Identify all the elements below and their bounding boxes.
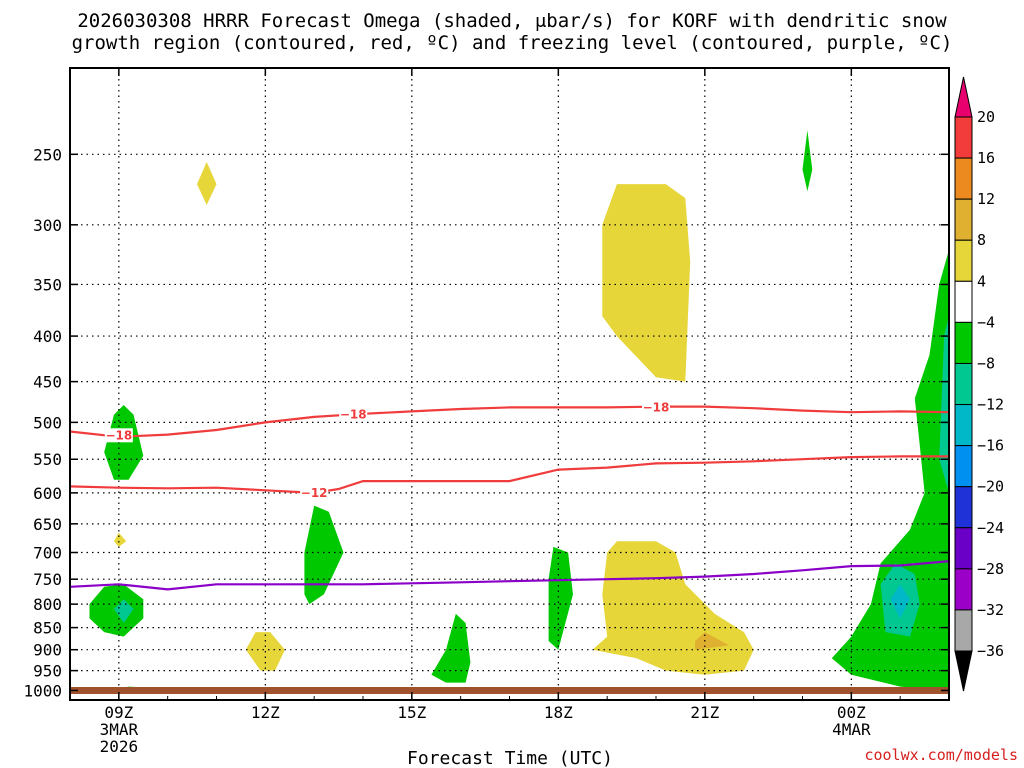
colorbar-label: 20 (977, 108, 995, 126)
omega-region-1 (602, 184, 691, 382)
contour-label-bg (104, 428, 133, 443)
omega-region-14 (114, 599, 134, 623)
x-axis-label: Forecast Time (UTC) (407, 748, 613, 768)
colorbar-label: 12 (977, 190, 995, 208)
y-tick-label: 850 (33, 619, 62, 638)
contour-label: −18 (643, 400, 670, 414)
x-tick-label: 18Z (544, 703, 573, 722)
colorbar-segment (954, 445, 973, 488)
y-tick-label: 900 (33, 641, 62, 660)
x-tick-label: 21Z (690, 703, 719, 722)
colorbar-segment (954, 239, 973, 282)
omega-shading (89, 130, 949, 694)
omega-region-0 (197, 162, 217, 205)
omega-region-2 (114, 532, 127, 547)
x-tick-label: 00Z (837, 703, 866, 722)
colorbar-segment (954, 527, 973, 570)
omega-region-16 (939, 316, 949, 493)
colorbar-segment (954, 198, 973, 241)
colorbar-segment (954, 321, 973, 364)
colorbar-top-arrow (954, 76, 973, 118)
omega-region-12 (548, 546, 573, 650)
contour-label: −18 (340, 408, 367, 422)
colorbar-segment (954, 404, 973, 447)
omega-region-11 (431, 613, 471, 683)
y-tick-label: 750 (33, 570, 62, 589)
y-tick-label: 250 (33, 145, 62, 164)
colorbar-label: 16 (977, 149, 995, 167)
y-tick-label: 450 (33, 373, 62, 392)
omega-region-10 (304, 505, 344, 605)
credit-link[interactable]: coolwx.com/models (864, 746, 1018, 764)
contour-label: −12 (301, 486, 328, 500)
chart-title-line1: 2026030308 HRRR Forecast Omega (shaded, … (77, 10, 947, 32)
contour-line-1 (69, 455, 949, 495)
contour-label: −18 (105, 428, 132, 442)
colorbar-label: −8 (977, 354, 995, 372)
plot-area: −18 −18 −18 −12 (69, 67, 950, 701)
y-tick-label: 500 (33, 413, 62, 432)
x-tick-label: 4MAR (832, 720, 871, 739)
omega-region-5 (695, 632, 730, 650)
x-tick-label: 09Z (104, 703, 133, 722)
colorbar: 20 16 12 8 4 −4 −8 −12 −16 −20 −24 −28 −32 −36 (954, 76, 1004, 692)
y-tick-label: 1000 (23, 681, 62, 700)
y-tick-label: 950 (33, 662, 62, 681)
y-tick-label: 300 (33, 216, 62, 235)
colorbar-label: −28 (977, 560, 1004, 578)
x-tick-label: 2026 (100, 737, 139, 756)
contour-line-0 (69, 405, 950, 438)
colorbar-segment (954, 362, 973, 406)
colorbar-label: 4 (977, 272, 986, 290)
colorbar-label: −36 (977, 642, 1004, 660)
colorbar-label: −20 (977, 478, 1004, 496)
colorbar-label: −12 (977, 396, 1004, 414)
contour-lines: −18 −18 −18 −12 (69, 400, 950, 591)
x-tick-label: 12Z (251, 703, 280, 722)
colorbar-bottom-arrow (954, 650, 973, 692)
ground-strip (70, 687, 949, 694)
colorbar-segment (954, 116, 973, 159)
x-tick-label: 3MAR (100, 720, 139, 739)
y-tick-label: 600 (33, 484, 62, 503)
chart-title-line2: growth region (contoured, red, ºC) and f… (72, 32, 953, 54)
colorbar-segment (954, 157, 973, 200)
colorbar-segment (954, 609, 973, 652)
colorbar-label: −16 (977, 437, 1004, 455)
contour-label-bg (642, 400, 670, 415)
x-tick-label: 15Z (397, 703, 426, 722)
contour-line-2 (69, 560, 950, 591)
colorbar-segment (954, 568, 973, 611)
y-tick-label: 400 (33, 327, 62, 346)
y-tick-label: 650 (33, 515, 62, 534)
omega-region-6 (802, 130, 813, 192)
colorbar-segment (954, 486, 973, 529)
y-tick-label: 550 (33, 450, 62, 469)
omega-region-17 (890, 584, 910, 619)
colorbar-label: −32 (977, 601, 1004, 619)
colorbar-segment (954, 280, 973, 323)
omega-region-7 (104, 405, 144, 480)
plot-background (70, 68, 949, 700)
y-tick-label: 800 (33, 595, 62, 614)
colorbar-label: 8 (977, 231, 986, 249)
colorbar-label: −4 (977, 313, 995, 331)
y-tick-label: 700 (33, 544, 62, 563)
contour-label-bg (339, 407, 368, 422)
omega-region-13 (831, 249, 949, 691)
pressure-axis: 250 300 350 400 450 500 550 600 650 700 750 800 850 9… (23, 145, 949, 700)
colorbar-label: −24 (977, 519, 1004, 537)
y-tick-label: 350 (33, 275, 62, 294)
contour-label-bg (300, 485, 329, 500)
